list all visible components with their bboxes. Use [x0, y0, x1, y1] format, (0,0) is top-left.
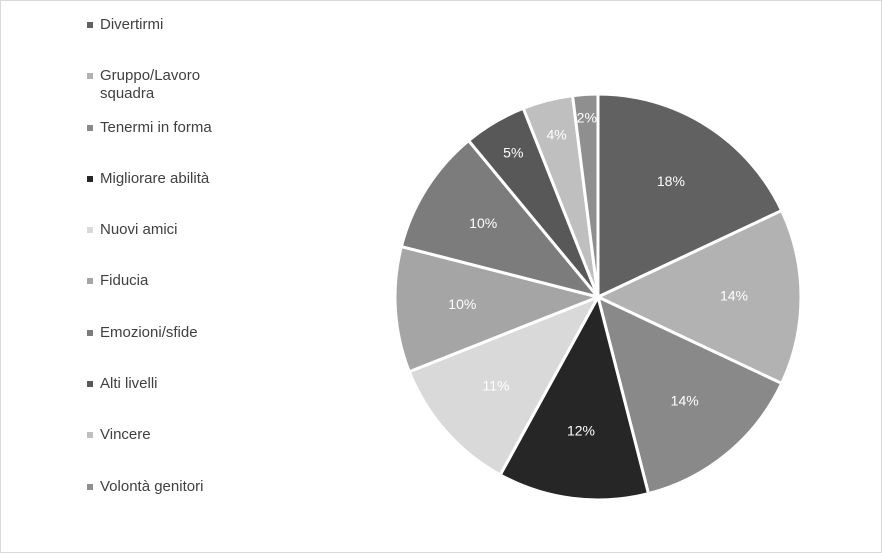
legend-swatch: [87, 278, 93, 285]
pie-slice: [594, 208, 803, 386]
legend-label: Gruppo/Lavoro squadra: [100, 67, 201, 103]
pie-slice: [595, 294, 784, 496]
legend-swatch: [87, 175, 93, 182]
legend-swatch: [87, 381, 93, 388]
pie-slice: [399, 138, 603, 300]
slice-value-label: 18%: [657, 173, 685, 189]
pie-slice: [570, 92, 600, 298]
legend-label: Alti livelli: [100, 375, 158, 393]
legend-label: Fiducia: [100, 272, 149, 290]
legend-label: Vincere: [100, 426, 151, 444]
legend-label: Migliorare abilità: [100, 169, 210, 187]
legend-swatch: [87, 124, 93, 131]
slice-value-label: 10%: [448, 296, 476, 312]
legend-label: Emozioni/sfide: [100, 323, 198, 341]
slice-value-label: 2%: [577, 109, 597, 125]
legend-swatch: [87, 227, 93, 234]
slice-value-label: 5%: [503, 144, 523, 160]
slice-value-label: 10%: [469, 215, 497, 231]
pie-slice: [393, 244, 603, 374]
slice-value-label: 4%: [546, 127, 566, 143]
legend-swatch: [87, 432, 93, 439]
slice-value-label: 11%: [483, 378, 510, 394]
slice-value-label: 12%: [567, 423, 595, 439]
legend-swatch: [87, 483, 93, 490]
legend-label: Nuovi amici: [100, 221, 178, 239]
slice-value-label: 14%: [720, 288, 748, 304]
legend-swatch: [87, 22, 93, 28]
legend-label: Divertirmi: [100, 16, 164, 33]
pie-slice: [498, 292, 651, 502]
pie-slice: [596, 92, 784, 300]
legend-label: Tenermi in forma: [100, 118, 212, 136]
legend-swatch: [87, 73, 93, 80]
legend-swatch: [87, 329, 93, 336]
slice-value-label: 14%: [671, 393, 699, 409]
pie-slice: [407, 294, 602, 477]
legend-label: Volontà genitori: [100, 477, 204, 495]
